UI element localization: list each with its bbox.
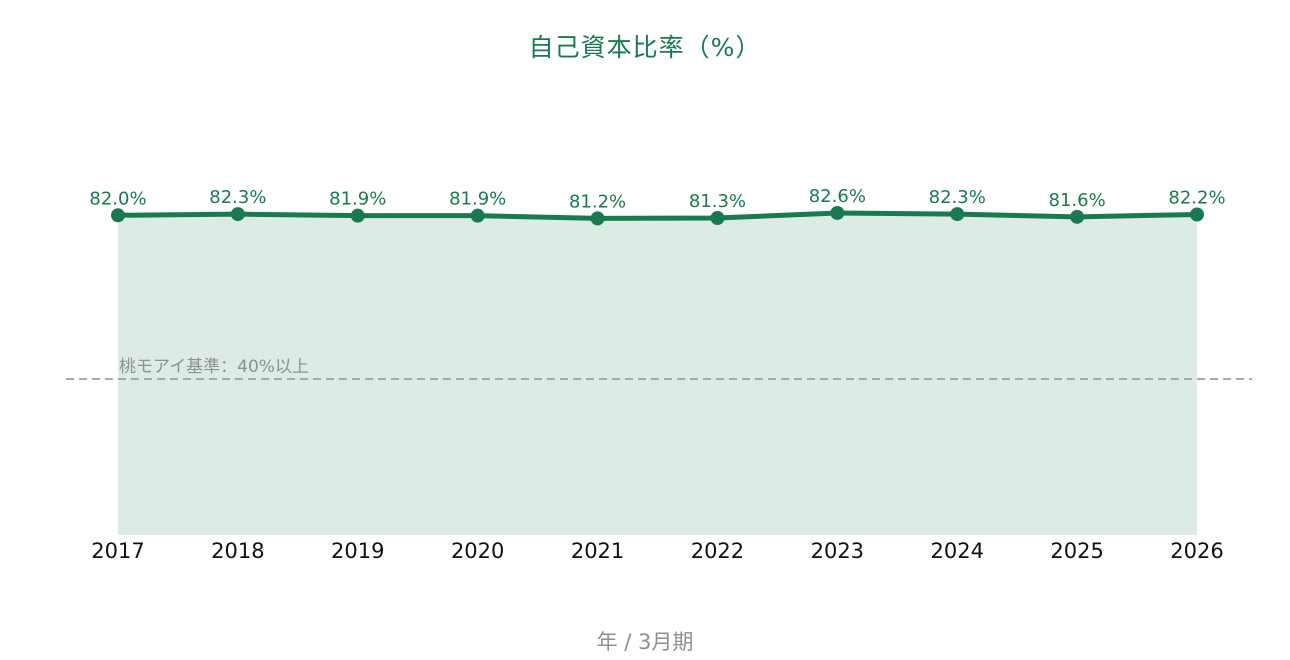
data-label: 82.6% [809,186,866,207]
x-tick-label: 2023 [811,539,864,563]
data-point [1190,207,1204,222]
data-label: 81.9% [449,189,506,210]
data-label: 81.9% [329,189,386,210]
data-point [830,205,845,220]
x-tick-label: 2021 [571,539,624,563]
data-point [111,208,125,223]
data-label: 82.3% [929,187,986,208]
data-label: 81.2% [569,191,626,212]
data-point [230,207,245,222]
x-tick-label: 2018 [211,539,264,563]
data-point [590,211,605,226]
x-tick-label: 2026 [1170,539,1223,563]
data-point [350,208,365,223]
data-point [950,207,965,222]
reference-line-label: 桃モアイ基準：40%以上 [119,357,309,377]
data-label: 81.3% [689,191,746,212]
data-label: 82.0% [89,188,146,209]
x-tick-label: 2020 [451,539,504,563]
x-tick-label: 2019 [331,539,384,563]
x-tick-label: 2017 [91,539,144,563]
area-fill [118,212,1197,535]
x-tick-label: 2022 [691,539,744,563]
data-point [1070,209,1085,224]
data-point [470,208,485,223]
x-tick-label: 2025 [1050,539,1103,563]
data-label: 82.2% [1168,188,1225,209]
data-label: 82.3% [209,187,266,208]
chart-title: 自己資本比率（%） [528,33,762,62]
x-tick-label: 2024 [930,539,983,563]
data-point [710,211,725,226]
x-axis-title: 年 / 3月期 [596,630,694,654]
data-label: 81.6% [1049,190,1106,211]
series-line [115,210,1200,221]
